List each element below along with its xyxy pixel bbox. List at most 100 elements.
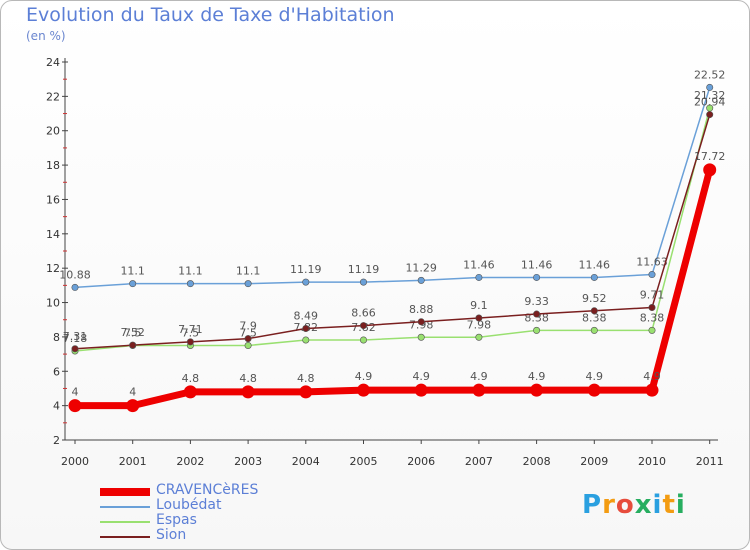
data-label-loub-dat: 11.1 <box>120 265 145 278</box>
data-point-cravenc-res <box>530 383 544 397</box>
data-point-loub-dat <box>129 280 137 288</box>
data-label-cravenc-res: 4.9 <box>355 370 373 383</box>
data-label-sion: 7.71 <box>178 323 203 336</box>
data-label-sion: 7.9 <box>239 320 257 333</box>
data-point-sion <box>706 111 714 119</box>
data-point-espas <box>475 333 483 341</box>
logo-letter: x <box>634 490 653 520</box>
x-tick-label: 2005 <box>350 455 378 468</box>
data-point-sion <box>129 341 137 349</box>
y-tick-label: 18 <box>46 159 60 172</box>
data-point-cravenc-res <box>183 385 197 399</box>
data-point-cravenc-res <box>587 383 601 397</box>
data-label-espas: 7.5 <box>124 327 142 340</box>
x-tick-label: 2007 <box>465 455 493 468</box>
data-point-loub-dat <box>533 273 541 281</box>
data-label-loub-dat: 11.46 <box>521 258 553 271</box>
data-label-sion: 8.49 <box>294 309 319 322</box>
data-label-sion: 7.52 <box>120 326 145 339</box>
data-point-cravenc-res <box>645 383 659 397</box>
data-label-cravenc-res: 4.9 <box>643 370 661 383</box>
data-point-espas <box>648 326 656 334</box>
data-point-sion <box>533 310 541 318</box>
data-label-cravenc-res: 4.9 <box>528 370 546 383</box>
data-label-espas: 7.5 <box>239 327 257 340</box>
data-point-cravenc-res <box>357 383 370 397</box>
data-label-sion: 20.94 <box>694 96 726 109</box>
logo-letter: i <box>652 490 663 520</box>
data-point-loub-dat <box>244 280 252 288</box>
data-point-espas <box>244 341 252 349</box>
data-label-cravenc-res: 4.8 <box>239 372 257 385</box>
data-point-sion <box>302 324 310 332</box>
data-label-sion: 9.52 <box>582 292 607 305</box>
data-label-sion: 8.88 <box>409 303 434 316</box>
data-point-espas <box>590 326 598 334</box>
data-point-cravenc-res <box>703 163 717 177</box>
data-label-loub-dat: 10.88 <box>59 268 91 281</box>
data-label-sion: 8.66 <box>351 307 376 320</box>
logo-letter: o <box>615 490 635 520</box>
x-tick-label: 2008 <box>523 455 551 468</box>
data-point-loub-dat <box>417 276 425 284</box>
data-point-cravenc-res <box>68 399 82 413</box>
logo-letter: P <box>582 490 603 520</box>
data-point-espas <box>359 336 367 344</box>
data-label-cravenc-res: 17.72 <box>694 150 726 163</box>
data-label-espas: 8.38 <box>640 311 665 324</box>
legend-swatch <box>100 506 150 508</box>
y-tick-label: 16 <box>46 193 60 206</box>
data-label-sion: 9.71 <box>640 289 665 302</box>
y-tick-label: 2 <box>53 434 60 447</box>
data-point-cravenc-res <box>472 383 486 397</box>
data-point-sion <box>417 318 425 326</box>
data-label-loub-dat: 11.46 <box>463 258 495 271</box>
data-label-sion: 7.31 <box>63 330 88 343</box>
x-tick-label: 2010 <box>638 455 666 468</box>
series-line-espas <box>74 107 711 352</box>
data-point-loub-dat <box>706 83 714 91</box>
data-label-cravenc-res: 4 <box>129 386 136 399</box>
series-line-cravenc-res <box>71 166 714 410</box>
x-tick-label: 2002 <box>176 455 204 468</box>
data-label-sion: 9.1 <box>470 299 488 312</box>
data-label-loub-dat: 11.29 <box>405 261 437 274</box>
data-label-sion: 9.33 <box>524 295 549 308</box>
legend-label: CRAVENCèRES <box>156 482 259 498</box>
data-point-cravenc-res <box>241 385 255 399</box>
data-label-cravenc-res: 4 <box>72 386 79 399</box>
data-point-espas <box>417 333 425 341</box>
data-point-loub-dat <box>71 283 79 291</box>
y-tick-label: 22 <box>46 90 60 103</box>
data-point-sion <box>71 345 79 353</box>
x-tick-label: 2011 <box>696 455 724 468</box>
data-label-espas: 7.5 <box>182 327 200 340</box>
x-tick-label: 2006 <box>407 455 435 468</box>
data-label-loub-dat: 11.1 <box>178 265 203 278</box>
x-tick-label: 2000 <box>61 455 89 468</box>
data-point-sion <box>359 322 367 330</box>
y-tick-label: 20 <box>46 125 60 138</box>
logo-letter: i <box>675 490 686 520</box>
legend-swatch <box>100 521 150 523</box>
legend-label: Espas <box>156 512 197 528</box>
data-label-loub-dat: 11.63 <box>636 256 668 269</box>
data-label-cravenc-res: 4.8 <box>182 372 200 385</box>
data-point-loub-dat <box>359 278 367 286</box>
data-point-sion <box>475 314 483 322</box>
y-axis-unit-label: (en %) <box>26 29 66 43</box>
y-tick-label: 4 <box>53 400 60 413</box>
data-point-cravenc-res <box>299 385 313 399</box>
logo-letter: t <box>662 490 676 520</box>
y-tick-label: 14 <box>46 228 60 241</box>
data-label-loub-dat: 11.46 <box>579 258 611 271</box>
data-label-loub-dat: 11.19 <box>348 263 380 276</box>
x-tick-label: 2004 <box>292 455 320 468</box>
y-tick-label: 12 <box>46 262 60 275</box>
data-label-cravenc-res: 4.8 <box>297 372 315 385</box>
legend-label: Sion <box>156 527 187 543</box>
data-label-cravenc-res: 4.9 <box>470 370 488 383</box>
series-line-sion <box>74 113 711 350</box>
